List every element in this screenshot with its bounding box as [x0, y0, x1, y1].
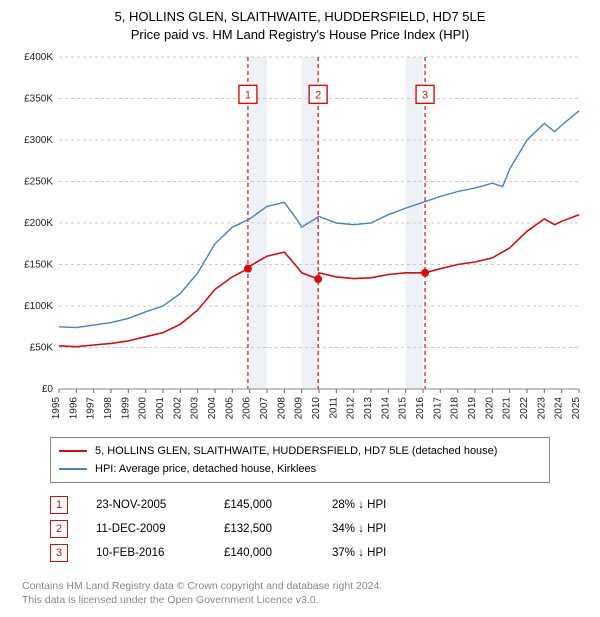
- sale-row-badge: 2: [50, 520, 68, 538]
- x-tick-label: 2017: [432, 397, 443, 420]
- sale-price: £132,500: [224, 523, 304, 535]
- x-tick-label: 2006: [242, 397, 253, 420]
- y-tick-label: £300K: [24, 135, 53, 146]
- x-tick-label: 1997: [86, 397, 97, 420]
- x-tick-label: 1999: [120, 397, 131, 420]
- footer-line-2: This data is licensed under the Open Gov…: [22, 593, 590, 607]
- sale-date: 11-DEC-2009: [96, 523, 196, 535]
- y-tick-label: £0: [42, 384, 54, 395]
- y-tick-label: £150K: [24, 260, 53, 271]
- highlight-band: [302, 57, 319, 389]
- legend-label: HPI: Average price, detached house, Kirk…: [95, 463, 316, 475]
- x-tick-label: 2023: [536, 397, 547, 420]
- x-tick-label: 2009: [294, 397, 305, 420]
- x-tick-label: 2016: [415, 397, 426, 420]
- sale-date: 23-NOV-2005: [96, 499, 196, 511]
- y-tick-label: £350K: [24, 94, 53, 105]
- x-tick-label: 2015: [398, 397, 409, 420]
- x-tick-label: 2024: [554, 397, 565, 420]
- x-tick-label: 2007: [259, 397, 270, 420]
- x-tick-label: 2005: [224, 397, 235, 420]
- sale-row-badge: 3: [50, 544, 68, 562]
- sale-row: 3 10-FEB-2016 £140,000 37% ↓ HPI: [50, 541, 590, 565]
- sale-point: [314, 275, 322, 283]
- title-line-1: 5, HOLLINS GLEN, SLAITHWAITE, HUDDERSFIE…: [10, 8, 590, 26]
- legend-row: 5, HOLLINS GLEN, SLAITHWAITE, HUDDERSFIE…: [59, 442, 541, 460]
- x-tick-label: 2000: [138, 397, 149, 420]
- sale-price: £145,000: [224, 499, 304, 511]
- y-tick-label: £400K: [24, 52, 53, 63]
- sale-row: 2 11-DEC-2009 £132,500 34% ↓ HPI: [50, 517, 590, 541]
- x-tick-label: 2003: [190, 397, 201, 420]
- legend-row: HPI: Average price, detached house, Kirk…: [59, 460, 541, 478]
- x-tick-label: 2014: [380, 397, 391, 420]
- sale-date: 10-FEB-2016: [96, 547, 196, 559]
- sale-badge-number: 3: [422, 89, 428, 101]
- x-tick-label: 2020: [484, 397, 495, 420]
- sale-diff: 37% ↓ HPI: [332, 547, 386, 559]
- legend-label: 5, HOLLINS GLEN, SLAITHWAITE, HUDDERSFIE…: [95, 445, 497, 457]
- x-tick-label: 2025: [571, 397, 582, 420]
- sale-price: £140,000: [224, 547, 304, 559]
- legend-swatch: [59, 450, 87, 452]
- x-tick-label: 2011: [328, 397, 339, 419]
- sale-diff: 34% ↓ HPI: [332, 523, 386, 535]
- x-tick-label: 2001: [155, 397, 166, 420]
- sale-badge-number: 2: [315, 89, 321, 101]
- sale-row-badge: 1: [50, 496, 68, 514]
- x-tick-label: 1996: [68, 397, 79, 420]
- x-tick-label: 2019: [467, 397, 478, 420]
- y-tick-label: £250K: [24, 177, 53, 188]
- sales-table: 1 23-NOV-2005 £145,000 28% ↓ HPI 2 11-DEC-200…: [50, 493, 590, 565]
- y-tick-label: £50K: [30, 343, 54, 354]
- price-chart: £0 £50K £100K £150K £200K £250K £300K £350K £400…: [11, 49, 589, 429]
- legend: 5, HOLLINS GLEN, SLAITHWAITE, HUDDERSFIE…: [50, 437, 550, 483]
- x-tick-label: 2002: [172, 397, 183, 420]
- x-tick-label: 2021: [502, 397, 513, 420]
- legend-swatch: [59, 468, 87, 470]
- sale-badge-number: 1: [245, 89, 251, 101]
- sale-point: [244, 265, 252, 273]
- y-tick-label: £100K: [24, 301, 53, 312]
- x-tick-label: 1995: [51, 397, 62, 420]
- sale-diff: 28% ↓ HPI: [332, 499, 386, 511]
- x-tick-label: 2010: [311, 397, 322, 420]
- sale-row: 1 23-NOV-2005 £145,000 28% ↓ HPI: [50, 493, 590, 517]
- title-line-2: Price paid vs. HM Land Registry's House …: [10, 26, 590, 44]
- x-tick-label: 2018: [450, 397, 461, 420]
- x-tick-label: 2004: [207, 397, 218, 420]
- x-tick-label: 1998: [103, 397, 114, 420]
- x-tick-label: 2008: [276, 397, 287, 420]
- x-tick-label: 2022: [519, 397, 530, 420]
- footer-line-1: Contains HM Land Registry data © Crown c…: [22, 579, 590, 593]
- y-tick-label: £200K: [24, 218, 53, 229]
- sale-point: [421, 269, 429, 277]
- footer-attribution: Contains HM Land Registry data © Crown c…: [22, 579, 590, 607]
- chart-title-block: 5, HOLLINS GLEN, SLAITHWAITE, HUDDERSFIE…: [10, 8, 590, 43]
- x-tick-label: 2012: [346, 397, 357, 420]
- x-tick-label: 2013: [363, 397, 374, 420]
